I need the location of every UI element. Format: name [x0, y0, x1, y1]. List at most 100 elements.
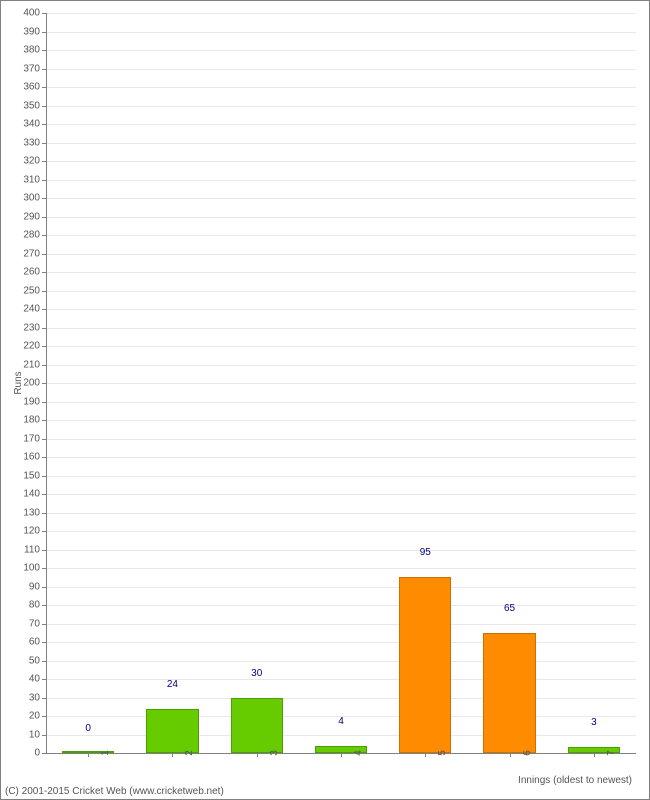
bar — [231, 698, 283, 754]
grid-line — [46, 50, 636, 51]
grid-line — [46, 87, 636, 88]
grid-line — [46, 550, 636, 551]
grid-line — [46, 513, 636, 514]
plot-area: 0102030405060708090100110120130140150160… — [46, 13, 636, 753]
grid-line — [46, 328, 636, 329]
y-tick-label: 320 — [23, 156, 46, 167]
grid-line — [46, 568, 636, 569]
grid-line — [46, 69, 636, 70]
grid-line — [46, 124, 636, 125]
y-tick-label: 400 — [23, 8, 46, 19]
copyright-footer: (C) 2001-2015 Cricket Web (www.cricketwe… — [5, 786, 224, 797]
y-tick-label: 10 — [29, 729, 46, 740]
grid-line — [46, 457, 636, 458]
y-tick-label: 340 — [23, 119, 46, 130]
grid-line — [46, 106, 636, 107]
bar-value-label: 24 — [167, 679, 178, 693]
y-tick-label: 230 — [23, 322, 46, 333]
y-tick-label: 240 — [23, 304, 46, 315]
grid-line — [46, 605, 636, 606]
bar — [146, 709, 198, 753]
x-tick-label: 2 — [172, 750, 195, 756]
y-tick-label: 100 — [23, 563, 46, 574]
x-axis-label: Innings (oldest to newest) — [518, 775, 632, 786]
x-tick-label: 1 — [88, 750, 111, 756]
y-tick-label: 290 — [23, 211, 46, 222]
y-tick-label: 350 — [23, 100, 46, 111]
y-tick-label: 170 — [23, 433, 46, 444]
bar — [483, 633, 535, 753]
y-tick-label: 380 — [23, 45, 46, 56]
grid-line — [46, 661, 636, 662]
y-tick-label: 110 — [24, 544, 46, 555]
y-tick-label: 220 — [23, 341, 46, 352]
grid-line — [46, 420, 636, 421]
y-tick-label: 260 — [23, 267, 46, 278]
bar-value-label: 0 — [85, 723, 91, 737]
y-tick-label: 210 — [23, 359, 46, 370]
y-tick-label: 130 — [23, 507, 46, 518]
y-tick-label: 90 — [29, 581, 46, 592]
grid-line — [46, 679, 636, 680]
grid-line — [46, 531, 636, 532]
y-tick-label: 300 — [23, 193, 46, 204]
grid-line — [46, 476, 636, 477]
grid-line — [46, 13, 636, 14]
y-axis-line — [46, 13, 47, 753]
grid-line — [46, 439, 636, 440]
y-tick-label: 30 — [29, 692, 46, 703]
y-tick-label: 270 — [23, 248, 46, 259]
y-tick-label: 150 — [23, 470, 46, 481]
y-tick-label: 330 — [23, 137, 46, 148]
grid-line — [46, 624, 636, 625]
bar-value-label: 65 — [504, 603, 515, 617]
y-tick-label: 120 — [23, 526, 46, 537]
bar-value-label: 95 — [420, 547, 431, 561]
y-tick-label: 360 — [23, 82, 46, 93]
y-tick-label: 80 — [29, 600, 46, 611]
y-tick-label: 180 — [23, 415, 46, 426]
y-tick-label: 200 — [23, 378, 46, 389]
y-tick-label: 390 — [23, 26, 46, 37]
y-tick-label: 20 — [29, 711, 46, 722]
x-tick-label: 5 — [425, 750, 448, 756]
grid-line — [46, 402, 636, 403]
grid-line — [46, 272, 636, 273]
y-tick-label: 0 — [34, 748, 46, 759]
grid-line — [46, 198, 636, 199]
grid-line — [46, 587, 636, 588]
bar-value-label: 30 — [251, 668, 262, 682]
x-tick-label: 6 — [510, 750, 533, 756]
chart-frame: 0102030405060708090100110120130140150160… — [0, 0, 650, 800]
grid-line — [46, 735, 636, 736]
x-tick-label: 7 — [594, 750, 617, 756]
y-tick-label: 50 — [29, 655, 46, 666]
grid-line — [46, 642, 636, 643]
grid-line — [46, 32, 636, 33]
grid-line — [46, 291, 636, 292]
y-tick-label: 60 — [29, 637, 46, 648]
bar — [399, 577, 451, 753]
bar-value-label: 3 — [591, 717, 597, 731]
grid-line — [46, 235, 636, 236]
y-tick-label: 160 — [23, 452, 46, 463]
grid-line — [46, 698, 636, 699]
x-tick-label: 3 — [257, 750, 280, 756]
grid-line — [46, 143, 636, 144]
grid-line — [46, 180, 636, 181]
grid-line — [46, 365, 636, 366]
y-tick-label: 40 — [29, 674, 46, 685]
grid-line — [46, 494, 636, 495]
y-tick-label: 280 — [23, 230, 46, 241]
x-tick-label: 4 — [341, 750, 364, 756]
grid-line — [46, 383, 636, 384]
grid-line — [46, 309, 636, 310]
y-tick-label: 140 — [23, 489, 46, 500]
y-tick-label: 190 — [23, 396, 46, 407]
y-tick-label: 310 — [23, 174, 46, 185]
y-axis-label: Runs — [13, 371, 24, 394]
y-tick-label: 250 — [23, 285, 46, 296]
bar-value-label: 4 — [338, 716, 344, 730]
grid-line — [46, 254, 636, 255]
y-tick-label: 70 — [29, 618, 46, 629]
